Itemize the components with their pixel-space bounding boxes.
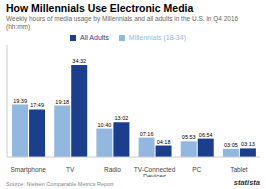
svg-text:04:18: 04:18 [157,139,171,145]
svg-text:06:54: 06:54 [199,132,213,138]
svg-text:PC: PC [192,166,201,173]
html-text:Weekly hours of media usage by: Weekly hours of media usage by Millennia… [6,15,239,30]
svg-text:17:49: 17:49 [30,102,44,108]
svg-text:TV: TV [66,166,75,173]
svg-text:Tablet: Tablet [230,166,248,173]
svg-text:19:39: 19:39 [13,98,27,104]
svg-text:19:18: 19:18 [55,99,69,105]
html-text:Source: Nielsen Comparable Met: Source: Nielsen Comparable Metrics Repor… [6,181,114,187]
svg-text:03:05: 03:05 [224,142,238,148]
svg-text:05:53: 05:53 [182,134,196,140]
html-text:Millennials (18-34): Millennials (18-34) [128,34,186,41]
html-text:How Millennials Use Electronic: How Millennials Use Electronic Media [6,2,194,14]
svg-text:03:13: 03:13 [241,141,255,147]
svg-text:Smartphone: Smartphone [10,166,46,174]
svg-text:07:16: 07:16 [140,131,154,137]
svg-text:Radio: Radio [104,166,121,173]
svg-text:34:32: 34:32 [72,58,86,64]
svg-text:13:02: 13:02 [115,115,129,121]
svg-text:10:40: 10:40 [98,122,112,128]
html-text:statista: statista [233,178,260,187]
svg-text:TV-ConnectedDevices: TV-ConnectedDevices [134,166,176,177]
html-text:All Adults: All Adults [80,34,109,41]
